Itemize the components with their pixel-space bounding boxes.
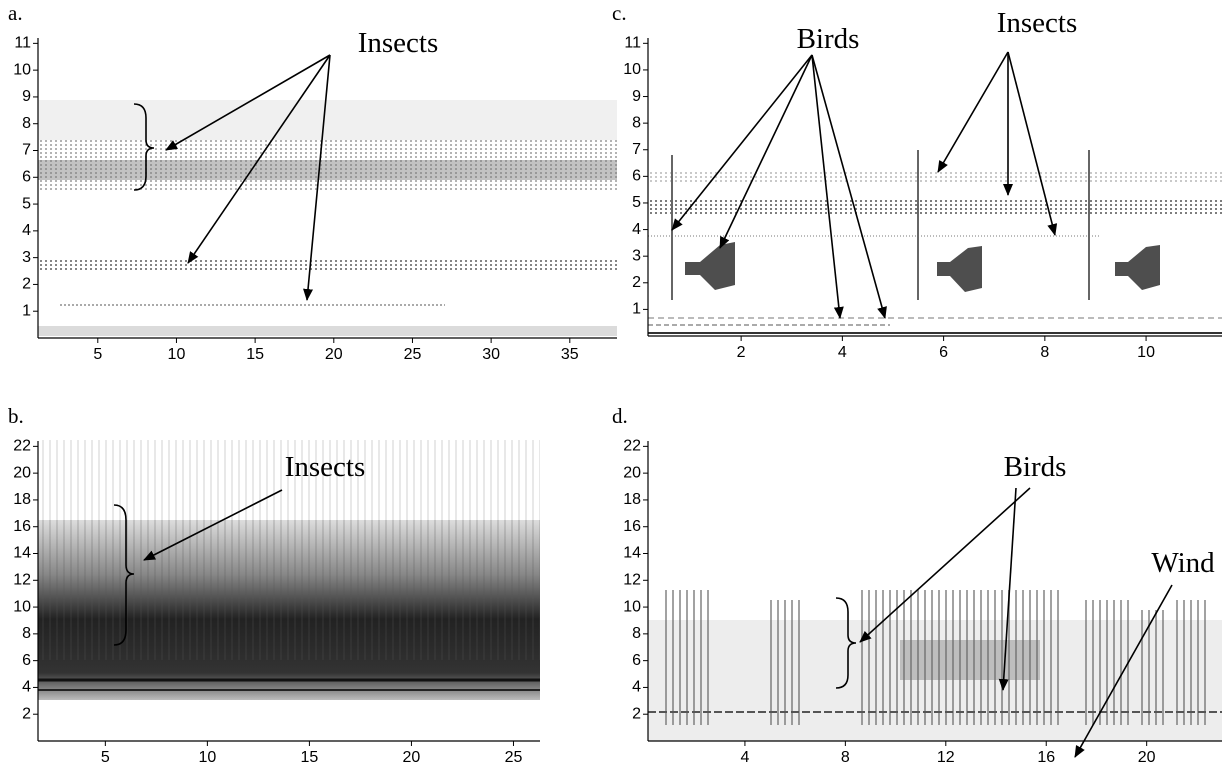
y-tick-label: 14 — [13, 545, 31, 562]
annotation: Birds — [797, 23, 860, 55]
y-tick-label: 5 — [632, 194, 641, 211]
y-tick-label: 10 — [13, 598, 31, 615]
x-tick-label: 20 — [403, 749, 421, 766]
y-tick-label: 3 — [632, 247, 641, 264]
x-tick-label: 15 — [246, 346, 264, 363]
x-tick-label: 35 — [561, 346, 579, 363]
y-tick-label: 2 — [632, 705, 641, 722]
y-tick-label: 7 — [22, 142, 31, 159]
x-tick-label: 6 — [939, 344, 948, 361]
y-tick-label: 12 — [13, 572, 31, 589]
x-tick-label: 5 — [93, 346, 102, 363]
annotation: Insects — [997, 7, 1078, 39]
y-tick-label: 20 — [13, 464, 31, 481]
x-tick-label: 4 — [838, 344, 847, 361]
x-tick-label: 10 — [168, 346, 186, 363]
y-tick-label: 16 — [13, 518, 31, 535]
y-tick-label: 2 — [632, 274, 641, 291]
y-tick-label: 4 — [632, 679, 641, 696]
x-tick-label: 10 — [1137, 344, 1155, 361]
y-tick-label: 11 — [14, 35, 31, 52]
y-tick-label: 5 — [22, 195, 31, 212]
y-tick-label: 8 — [22, 115, 31, 132]
y-tick-label: 12 — [623, 572, 641, 589]
y-tick-label: 20 — [623, 464, 641, 481]
y-tick-label: 18 — [13, 491, 31, 508]
x-tick-label: 4 — [740, 749, 749, 766]
panel-label: c. — [612, 1, 627, 25]
y-tick-label: 6 — [22, 169, 31, 186]
x-tick-label: 8 — [1040, 344, 1049, 361]
x-tick-label: 16 — [1037, 749, 1055, 766]
x-tick-label: 15 — [301, 749, 319, 766]
y-tick-label: 4 — [22, 222, 31, 239]
x-tick-label: 25 — [505, 749, 523, 766]
x-tick-label: 30 — [482, 346, 500, 363]
annotation: Wind — [1151, 547, 1215, 579]
x-tick-label: 20 — [325, 346, 343, 363]
x-tick-label: 12 — [937, 749, 955, 766]
y-tick-label: 6 — [632, 168, 641, 185]
y-tick-label: 4 — [632, 221, 641, 238]
y-tick-label: 2 — [22, 276, 31, 293]
y-tick-label: 7 — [632, 141, 641, 158]
y-tick-label: 10 — [623, 61, 641, 78]
annotation-arrows — [113, 51, 1173, 758]
panel-label: a. — [8, 1, 23, 25]
annotation: Insects — [358, 27, 439, 59]
y-tick-label: 8 — [632, 114, 641, 131]
y-tick-label: 3 — [22, 249, 31, 266]
y-tick-label: 22 — [623, 438, 641, 455]
annotation: Birds — [1004, 451, 1067, 483]
x-tick-label: 5 — [101, 749, 110, 766]
x-tick-label: 20 — [1138, 749, 1156, 766]
y-tick-label: 1 — [22, 302, 31, 319]
x-tick-label: 8 — [841, 749, 850, 766]
y-tick-label: 22 — [13, 438, 31, 455]
y-tick-label: 6 — [632, 652, 641, 669]
y-tick-label: 4 — [22, 679, 31, 696]
y-tick-label: 16 — [623, 518, 641, 535]
y-tick-label: 10 — [623, 598, 641, 615]
y-tick-label: 14 — [623, 545, 641, 562]
x-tick-label: 10 — [198, 749, 216, 766]
panel-label: b. — [8, 404, 24, 428]
y-tick-label: 9 — [632, 88, 641, 105]
y-tick-label: 18 — [623, 491, 641, 508]
annotation: Insects — [285, 451, 366, 483]
y-tick-label: 11 — [624, 35, 641, 52]
y-tick-label: 1 — [632, 301, 641, 318]
x-tick-label: 2 — [737, 344, 746, 361]
y-tick-label: 8 — [632, 625, 641, 642]
spectrogram-texture — [38, 100, 1222, 741]
panel-label: d. — [612, 404, 628, 428]
x-tick-label: 25 — [404, 346, 422, 363]
y-tick-label: 2 — [22, 705, 31, 722]
y-tick-label: 9 — [22, 88, 31, 105]
y-tick-label: 10 — [13, 61, 31, 78]
y-tick-label: 6 — [22, 652, 31, 669]
y-tick-label: 8 — [22, 625, 31, 642]
